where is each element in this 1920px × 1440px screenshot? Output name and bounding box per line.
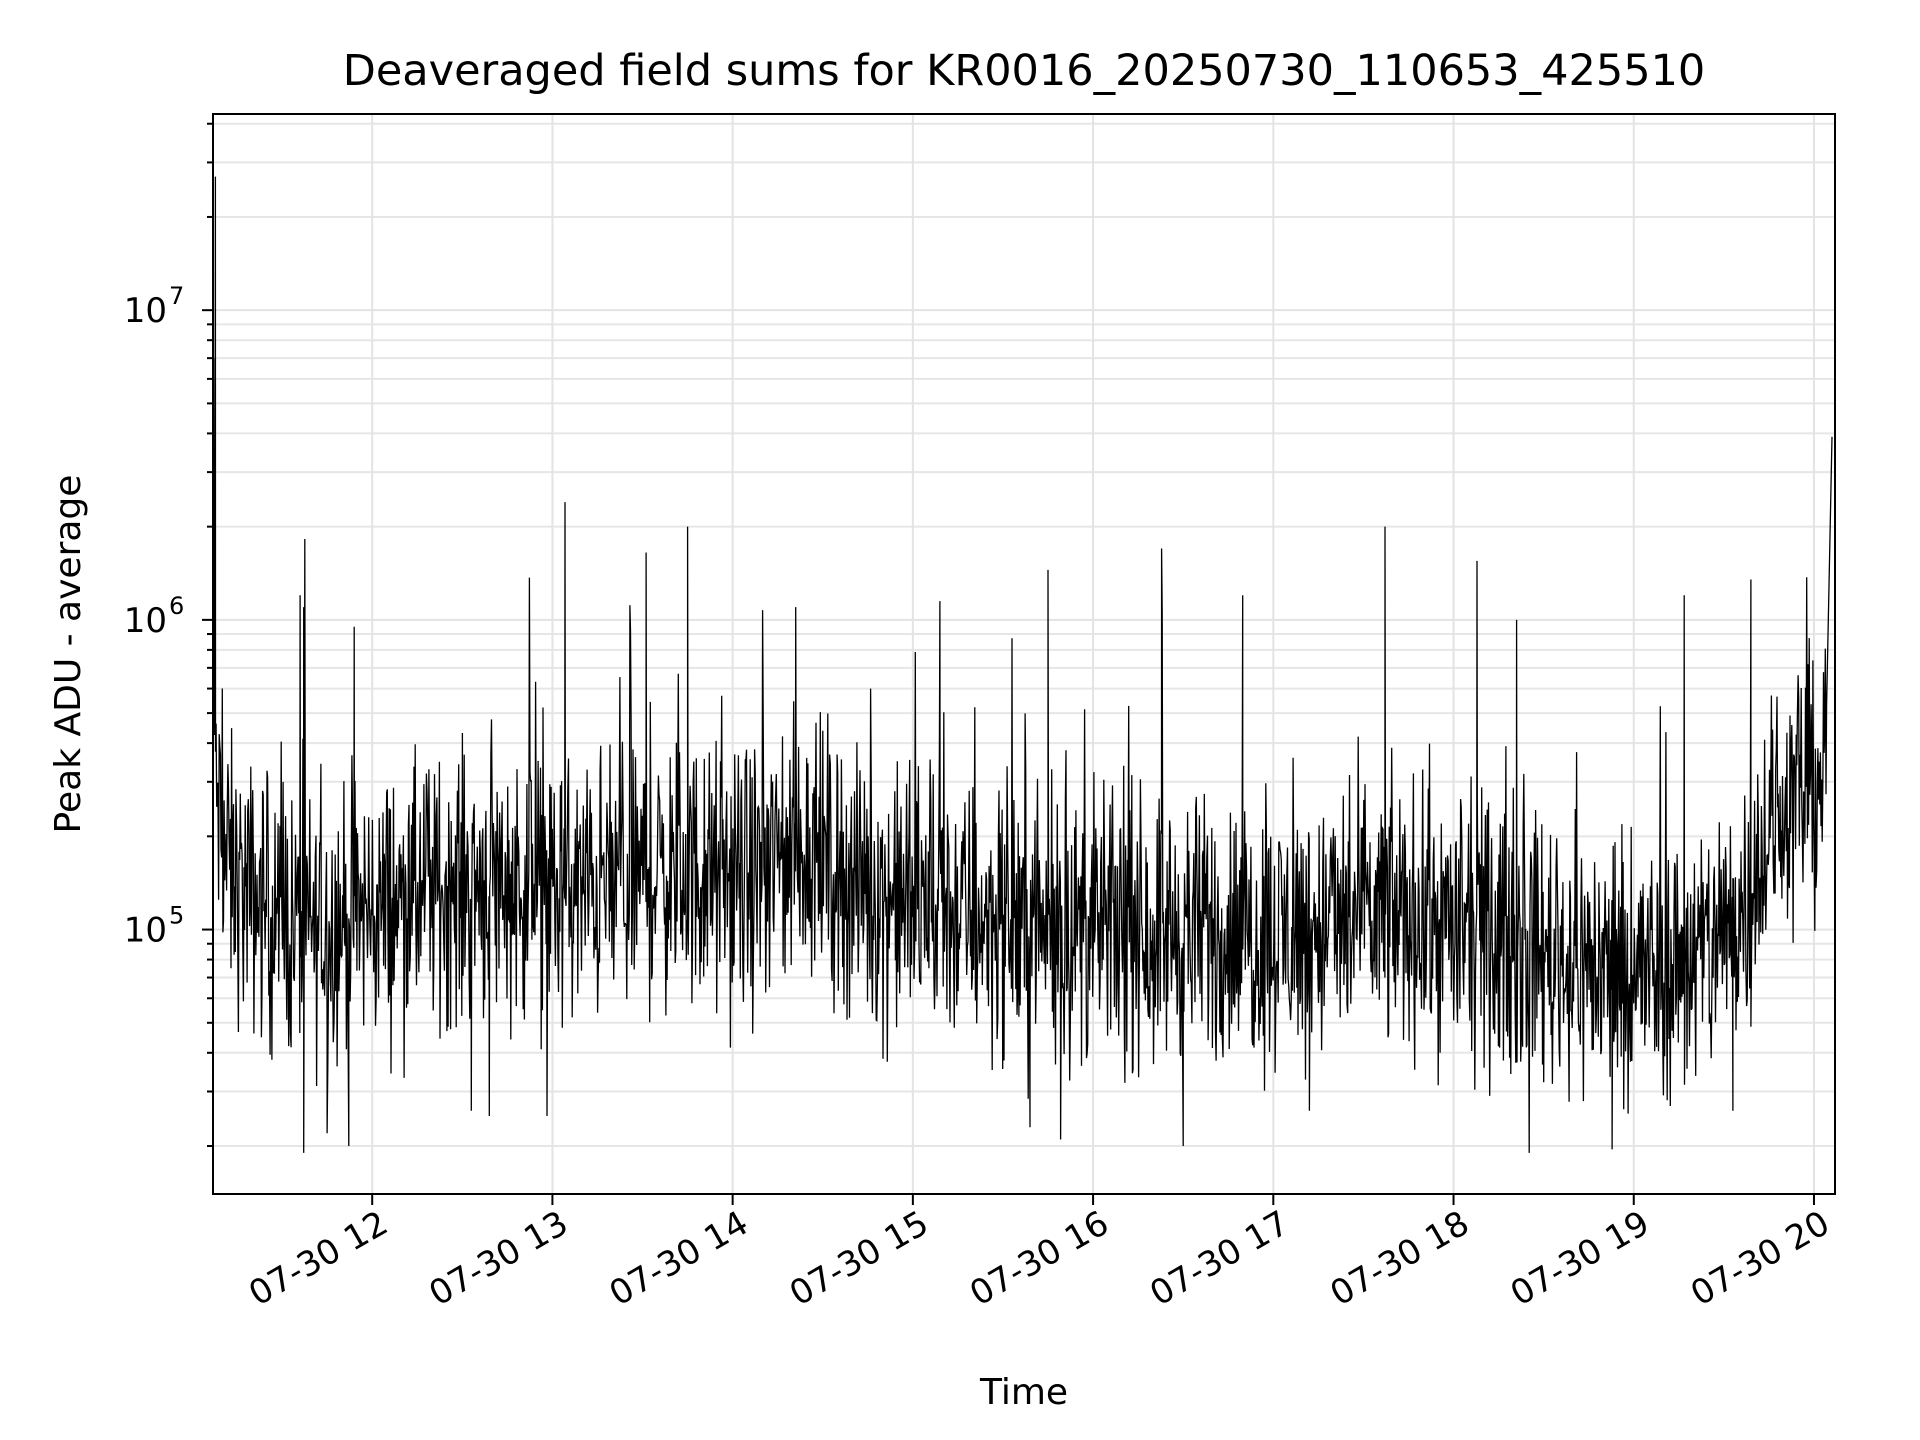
y-axis-label: Peak ADU - average — [48, 475, 89, 834]
y-tick-exponent: 6 — [169, 592, 184, 620]
y-tick-exponent: 5 — [169, 902, 184, 930]
chart-title: Deaveraged field sums for KR0016_2025073… — [343, 46, 1706, 96]
series-line — [212, 176, 1833, 1153]
y-tick-base: 10 — [124, 911, 167, 951]
y-tick-label: 10 7 — [124, 282, 185, 331]
series-layer — [212, 176, 1833, 1153]
y-tick-base: 10 — [124, 601, 167, 641]
y-tick-exponent: 7 — [169, 282, 184, 310]
y-tick-label: 10 6 — [124, 592, 185, 641]
plot-frame — [212, 113, 1836, 1195]
y-tick-label: 10 5 — [124, 902, 185, 951]
x-axis-label: Time — [979, 1372, 1068, 1413]
y-tick-base: 10 — [124, 291, 167, 331]
